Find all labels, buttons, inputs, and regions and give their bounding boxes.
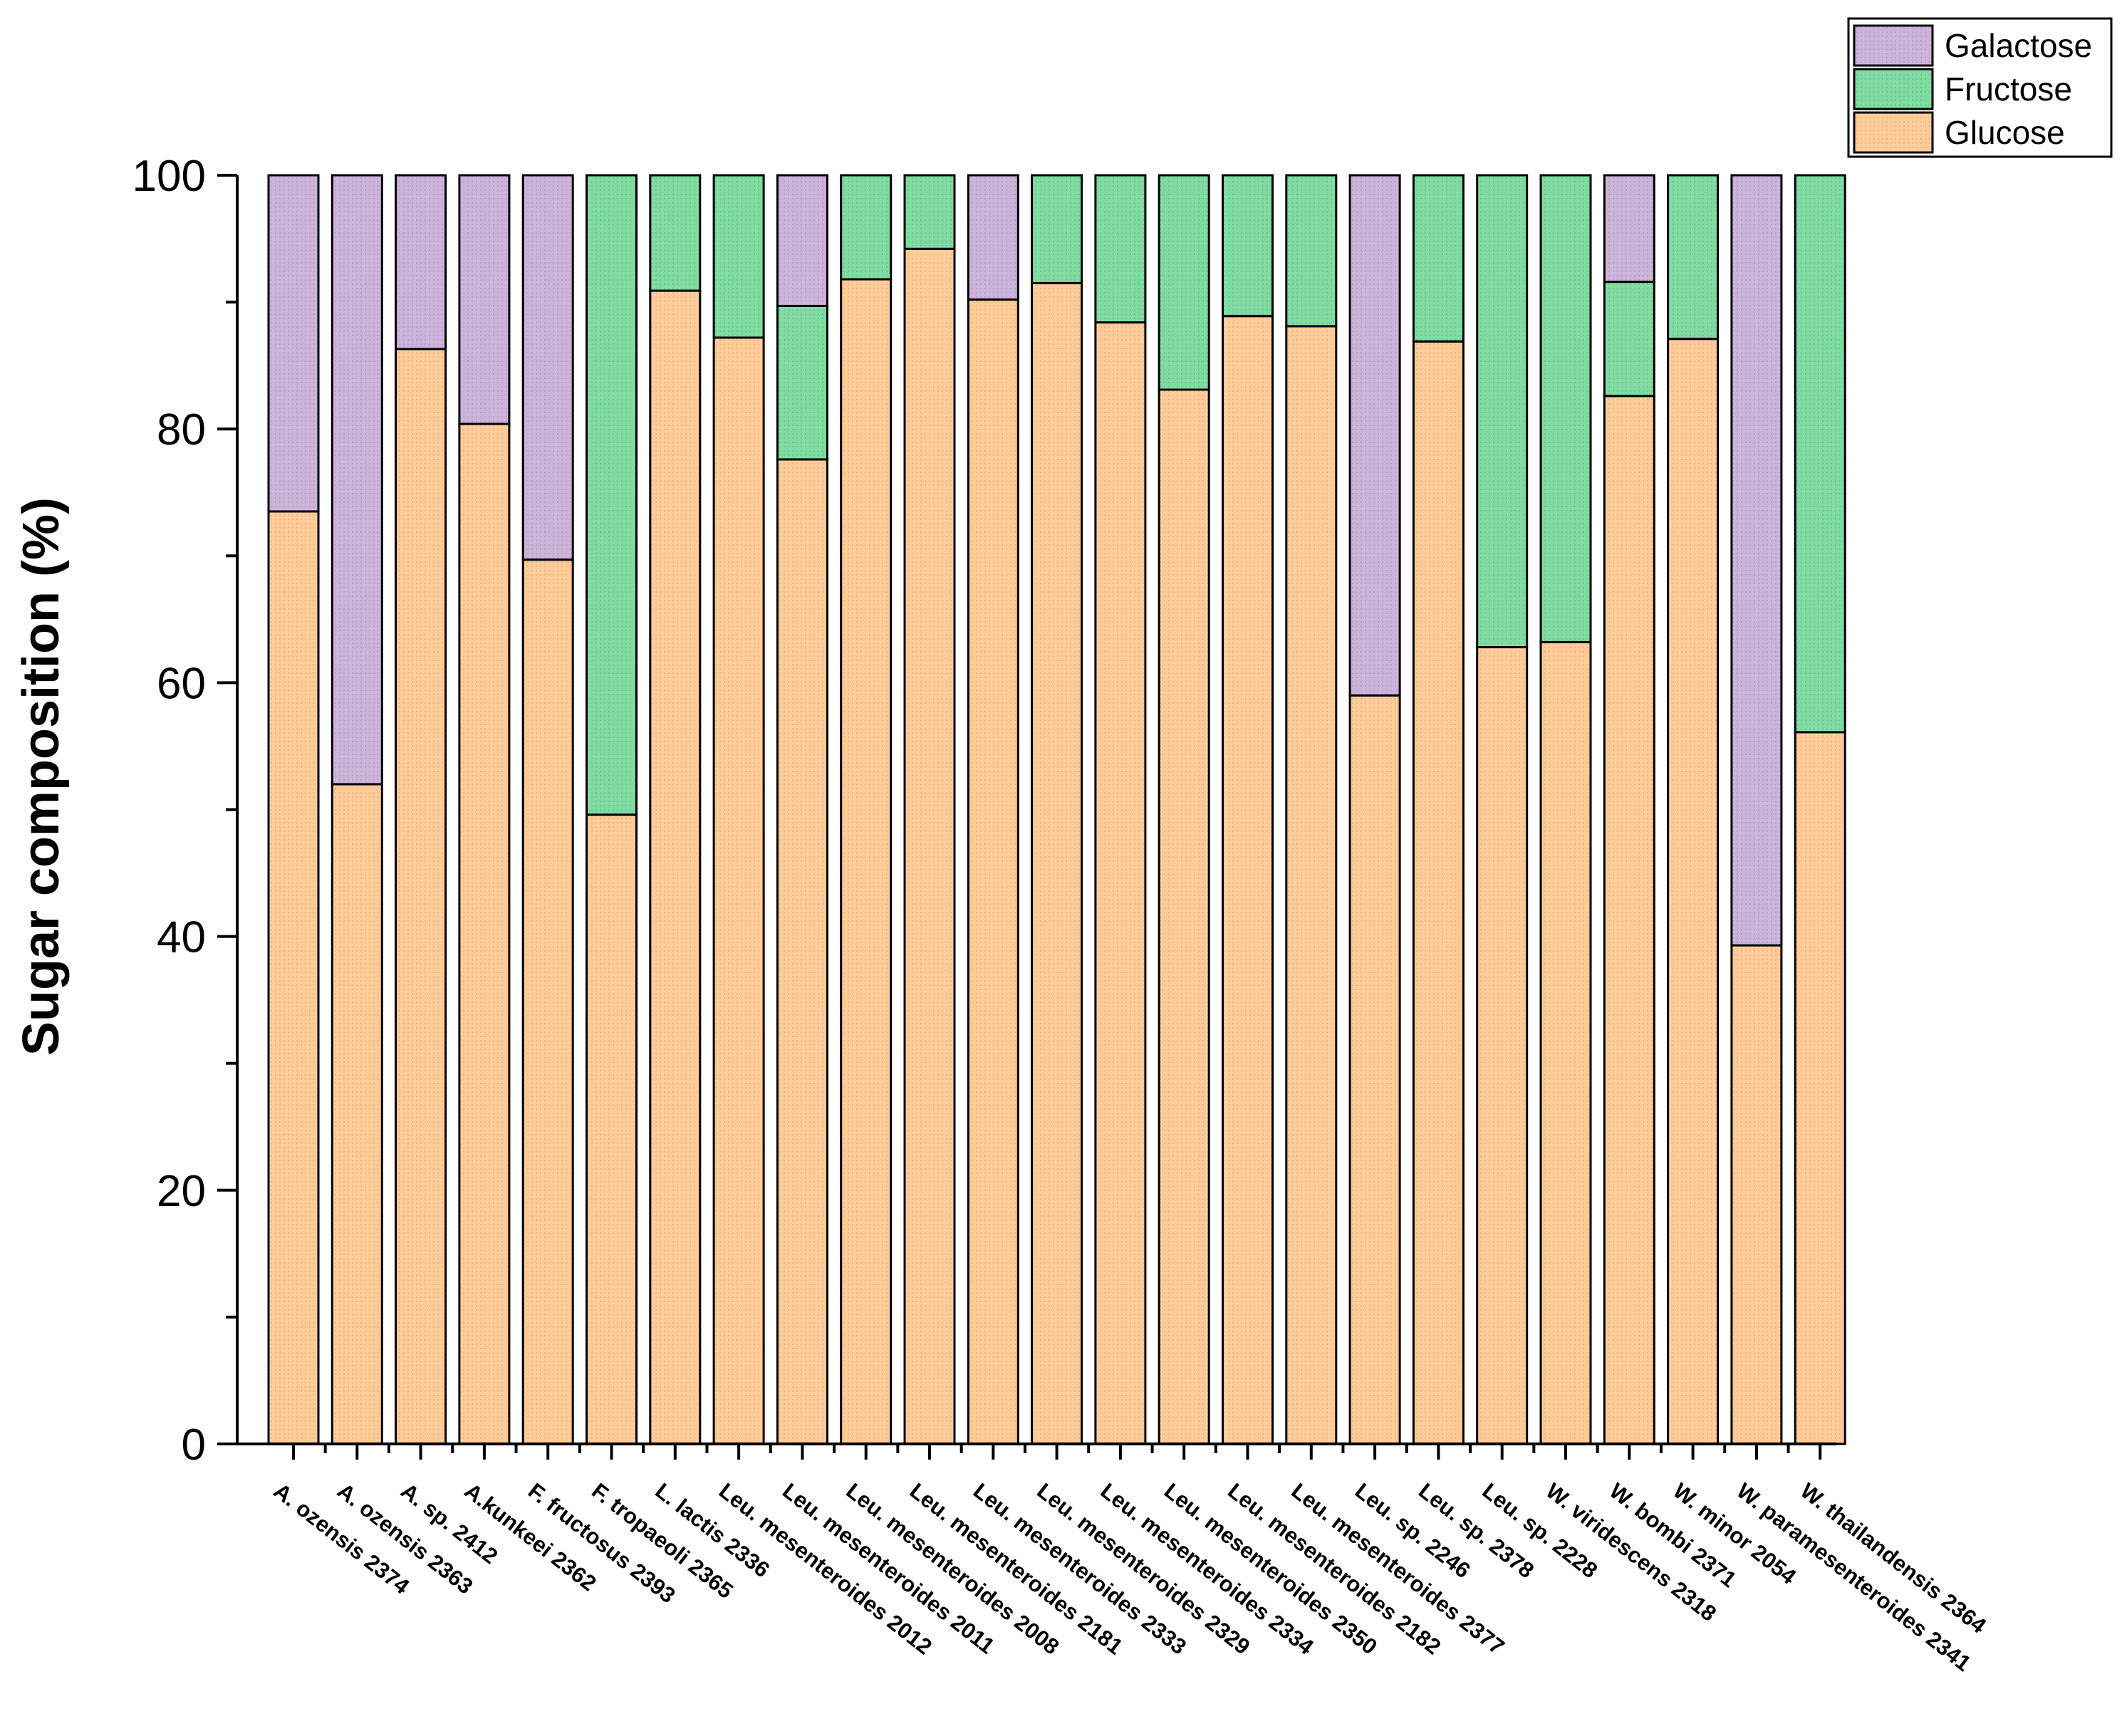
y-axis-title: Sugar composition (%) (13, 497, 70, 1056)
bar-segment-fructose (776, 304, 828, 461)
legend-label-glucose: Glucose (1945, 114, 2065, 151)
bar-segment-glucose (1158, 388, 1210, 1445)
bar-segment-fructose (1476, 174, 1529, 649)
bar-segment-galactose (521, 174, 574, 561)
legend-swatch-fructose (1853, 68, 1934, 110)
bar-segment-glucose (1794, 731, 1846, 1445)
legend: Galactose Fructose Glucose (1847, 17, 2113, 158)
bar-segment-fructose (1667, 174, 1720, 341)
bar-segment-galactose (1348, 174, 1401, 697)
bar-segment-fructose (1794, 174, 1846, 734)
bar-segment-glucose (586, 814, 638, 1445)
bar-segment-fructose (1094, 174, 1147, 324)
bar-segment-galactose (1730, 174, 1783, 947)
bar-segment-galactose (395, 174, 447, 350)
y-tick-label: 80 (157, 405, 206, 454)
bar-segment-fructose (1031, 174, 1083, 284)
bar-segment-glucose (903, 247, 956, 1445)
bar-segment-galactose (458, 174, 511, 425)
bar-segment-glucose (840, 278, 893, 1445)
bar-segment-fructose (1222, 174, 1274, 318)
axes-layer (217, 174, 1836, 1460)
legend-swatch-galactose (1853, 24, 1934, 67)
y-tick-label: 60 (157, 659, 206, 708)
bar-segment-glucose (776, 458, 828, 1445)
bar-segment-fructose (649, 174, 702, 292)
bar-segment-fructose (586, 174, 638, 816)
bar-segment-galactose (1603, 174, 1655, 284)
bar-segment-fructose (903, 174, 956, 250)
bar-segment-glucose (1412, 340, 1465, 1445)
bar-segment-glucose (331, 783, 383, 1445)
bar-segment-galactose (967, 174, 1019, 301)
bar-segment-glucose (267, 510, 320, 1445)
x-category-label: W. paramesenteroides 2341 (1732, 1478, 1976, 1676)
bar-segment-glucose (1285, 325, 1338, 1445)
bar-segment-glucose (1476, 646, 1529, 1445)
bar-segment-fructose (1539, 174, 1592, 643)
bar-segment-galactose (267, 174, 320, 513)
bar-segment-galactose (331, 174, 383, 786)
bar-segment-glucose (1031, 281, 1083, 1445)
bar-segment-glucose (712, 336, 765, 1445)
bar-segment-galactose (776, 174, 828, 307)
bar-segment-fructose (1412, 174, 1465, 343)
bar-segment-fructose (1285, 174, 1338, 328)
bars-layer (267, 174, 1846, 1445)
y-tick-label: 0 (182, 1420, 206, 1470)
bar-segment-glucose (649, 289, 702, 1445)
bar-segment-fructose (1158, 174, 1210, 391)
bar-segment-fructose (840, 174, 893, 281)
bar-segment-glucose (1348, 694, 1401, 1445)
bar-segment-fructose (712, 174, 765, 339)
bar-segment-glucose (1603, 395, 1655, 1445)
bar-segment-glucose (1539, 640, 1592, 1445)
legend-swatch-glucose (1853, 111, 1934, 154)
y-tick-label: 20 (157, 1167, 206, 1216)
bar-segment-glucose (1222, 315, 1274, 1445)
bar-segment-glucose (1667, 338, 1720, 1445)
bar-segment-glucose (458, 422, 511, 1445)
bar-segment-glucose (1094, 321, 1147, 1445)
legend-label-fructose: Fructose (1945, 71, 2072, 108)
bar-segment-glucose (521, 558, 574, 1445)
bar-segment-glucose (967, 298, 1019, 1445)
y-tick-label: 100 (132, 152, 206, 201)
y-tick-label: 40 (157, 913, 206, 962)
legend-label-galactose: Galactose (1945, 27, 2092, 64)
bar-segment-glucose (395, 348, 447, 1445)
bar-segment-fructose (1603, 281, 1655, 397)
bar-segment-glucose (1730, 944, 1783, 1445)
